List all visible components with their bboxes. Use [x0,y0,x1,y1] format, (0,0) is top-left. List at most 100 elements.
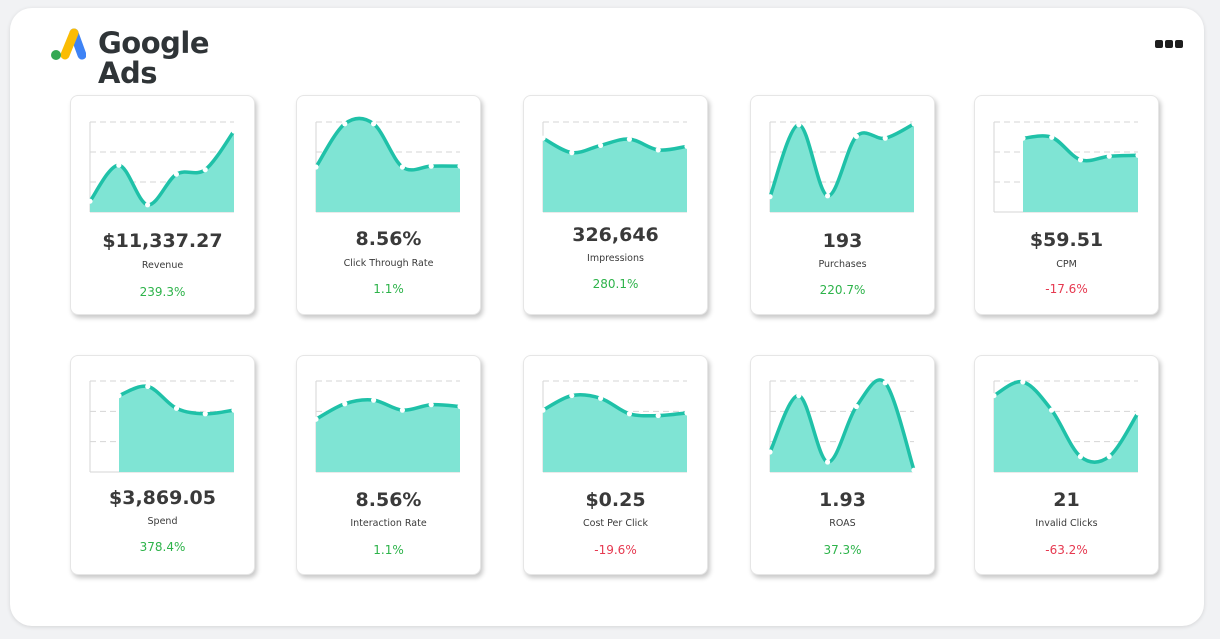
sparkline-point [882,380,888,386]
sparkline-point [655,412,661,419]
metric-card-cpm[interactable]: $59.51 CPM -17.6% [974,95,1159,315]
metric-change: 280.1% [592,277,639,291]
metric-card-roas[interactable]: 1.93 ROAS 37.3% [750,355,935,575]
sparkline-point [342,401,348,407]
sparkline-area [770,123,914,212]
sparkline-point [825,459,831,465]
sparkline-chart [87,121,237,213]
sparkline-point [882,135,888,141]
sparkline-point [684,410,690,416]
sparkline-point [767,194,773,200]
sparkline-point [1077,453,1083,460]
metric-card-purchases[interactable]: 193 Purchases 220.7% [750,95,935,315]
metric-value: 193 [822,230,863,252]
metric-value: 21 [1053,489,1080,511]
metric-card-impressions[interactable]: 326,646 Impressions 280.1% [523,95,708,315]
sparkline-point [825,193,831,199]
sparkline-chart [89,380,237,473]
sparkline-chart [767,121,917,213]
sparkline-point [1020,379,1026,385]
sparkline-area [90,131,234,212]
sparkline-chart [540,121,690,213]
metric-value: $3,869.05 [109,487,216,509]
sparkline-chart [993,121,1141,213]
sparkline-point [457,163,463,169]
sparkline-point [767,449,773,455]
sparkline-point [796,392,802,399]
sparkline-chart [991,379,1141,473]
sparkline-point [313,164,319,170]
sparkline-point [853,403,859,410]
sparkline-point [626,136,632,142]
sparkline-point [399,407,405,413]
metric-label: Impressions [587,253,644,264]
metric-change: -19.6% [594,543,637,557]
metric-label: ROAS [829,518,856,529]
metric-card-invalid-clicks[interactable]: 21 Invalid Clicks -63.2% [974,355,1159,575]
sparkline-point [342,121,348,127]
metric-card-cost-per-click[interactable]: $0.25 Cost Per Click -19.6% [523,355,708,575]
sparkline-area [316,399,460,472]
sparkline-point [626,411,632,417]
sparkline-point [145,202,151,208]
sparkline-point [598,395,604,401]
sparkline-point [796,122,802,128]
sparkline-point [116,392,122,399]
sparkline-point [145,383,151,390]
sparkline-point [428,163,434,169]
sparkline-point [540,407,546,413]
sparkline-area [1023,135,1138,212]
google-ads-logo-icon [51,28,86,60]
metric-card-revenue[interactable]: $11,337.27 Revenue 239.3% [70,95,255,315]
sparkline-area [994,381,1138,472]
sparkline-point [569,392,575,399]
sparkline-point [1020,135,1026,141]
metric-change: 1.1% [373,543,404,557]
more-options-button[interactable] [1149,34,1189,54]
sparkline-point [1077,157,1084,163]
sparkline-point [371,397,377,403]
more-dot [1155,40,1163,48]
metric-card-ctr[interactable]: 8.56% Click Through Rate 1.1% [296,95,481,315]
sparkline-chart [313,116,463,213]
sparkline-point [598,142,604,148]
more-dot [1165,40,1173,48]
metric-change: 37.3% [823,543,862,557]
sparkline-point [655,147,661,153]
metric-card-spend[interactable]: $3,869.05 Spend 378.4% [70,355,255,575]
metric-change: 220.7% [819,283,866,297]
sparkline-point [116,162,122,168]
metric-value: 8.56% [355,489,422,511]
sparkline-point [853,133,859,139]
metric-value: 1.93 [819,489,866,511]
sparkline-area [543,138,687,212]
metric-label: Purchases [818,259,867,270]
metric-label: Interaction Rate [350,518,427,529]
sparkline-point [87,198,93,204]
sparkline-point [540,135,546,141]
metric-change: 239.3% [139,285,186,299]
sparkline-point [1106,153,1112,159]
sparkline-point [313,416,319,422]
brand-name-line2: Ads [98,56,157,90]
sparkline-point [1049,134,1055,140]
metric-card-interaction-rate[interactable]: 8.56% Interaction Rate 1.1% [296,355,481,575]
sparkline-point [202,411,208,417]
metric-label: Spend [147,516,178,527]
sparkline-point [1049,407,1055,413]
sparkline-point [231,407,237,413]
sparkline-chart [540,380,690,473]
sparkline-point [569,150,575,156]
metric-label: Invalid Clicks [1035,518,1098,529]
sparkline-point [202,167,208,173]
metric-value: 8.56% [355,228,422,250]
sparkline-point [1106,453,1112,460]
sparkline-point [457,403,463,410]
metric-label: Cost Per Click [583,518,648,529]
metric-value: 326,646 [572,224,659,246]
sparkline-point [173,405,180,411]
sparkline-point [911,467,917,473]
sparkline-point [911,121,917,127]
sparkline-area [543,394,687,472]
sparkline-chart [767,378,917,473]
